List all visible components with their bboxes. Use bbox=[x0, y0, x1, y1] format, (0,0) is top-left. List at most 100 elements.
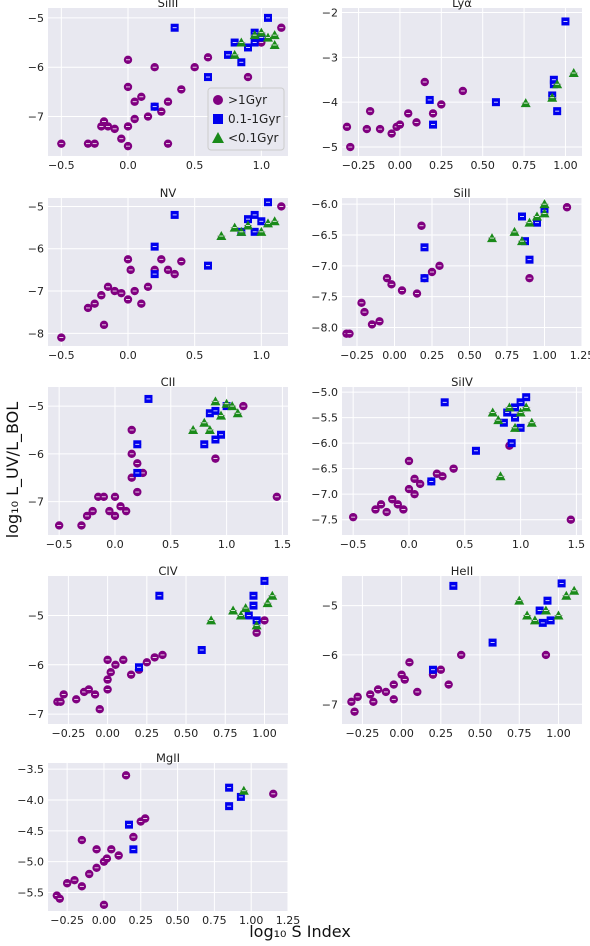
data-point-triangle bbox=[504, 402, 515, 412]
x-tick-label: 0.50 bbox=[470, 159, 495, 172]
panel-mgii: MgII −0.25 0.00 0.25 0.50 0.75 1.00 1.25 −5.5 −5.… bbox=[17, 751, 300, 927]
x-tick-label: −0.25 bbox=[50, 914, 84, 927]
data-point-triangle bbox=[569, 585, 580, 595]
x-tick-label: 0.00 bbox=[95, 727, 120, 740]
y-tick-label: −5.5 bbox=[311, 412, 338, 425]
y-tick-label: −6 bbox=[322, 649, 338, 662]
y-tick-label: −5 bbox=[28, 609, 44, 622]
panel-title: CIV bbox=[158, 564, 177, 578]
data-point-triangle bbox=[553, 610, 564, 620]
y-tick-label: −6.0 bbox=[311, 437, 338, 450]
x-tick-label: 1.25 bbox=[570, 349, 590, 362]
x-tick-label: −0.5 bbox=[48, 349, 75, 362]
panel-title: SiIV bbox=[451, 375, 473, 389]
x-tick-label: 0.25 bbox=[429, 727, 454, 740]
x-axis-label: log₁₀ S Index bbox=[249, 922, 351, 941]
panel-cii: CII −0.5 0.0 0.5 1.0 1.5 −7 −6 −5 bbox=[28, 375, 291, 551]
panel-title: Lyα bbox=[452, 0, 472, 10]
x-tick-label: 0.0 bbox=[119, 159, 137, 172]
y-tick-label: −6 bbox=[28, 448, 44, 461]
data-point-triangle bbox=[235, 610, 246, 620]
data-point-triangle bbox=[227, 401, 238, 411]
y-tick-label: −3.5 bbox=[17, 763, 44, 776]
data-point-triangle bbox=[539, 208, 550, 218]
x-tick-label: 1.25 bbox=[276, 914, 301, 927]
plot-area bbox=[48, 576, 288, 724]
x-tick-label: −0.25 bbox=[340, 349, 374, 362]
y-tick-label: −7.0 bbox=[311, 260, 338, 273]
panel-title: NV bbox=[160, 186, 177, 200]
x-tick-label: −0.25 bbox=[52, 727, 86, 740]
y-tick-label: −7 bbox=[28, 285, 44, 298]
y-tick-label: −7.5 bbox=[311, 514, 338, 527]
y-tick-label: −5 bbox=[322, 141, 338, 154]
y-tick-label: −5 bbox=[28, 400, 44, 413]
x-tick-label: 0.75 bbox=[512, 159, 537, 172]
data-point-triangle bbox=[210, 396, 221, 406]
x-tick-label: 0.50 bbox=[468, 727, 493, 740]
x-tick-label: 0.00 bbox=[92, 914, 117, 927]
x-tick-label: 1.00 bbox=[239, 914, 264, 927]
data-point-triangle bbox=[539, 199, 550, 209]
legend-marker-square bbox=[213, 114, 223, 124]
data-point-triangle bbox=[487, 407, 498, 417]
data-point-triangle bbox=[216, 231, 227, 241]
y-tick-label: −4.0 bbox=[17, 794, 44, 807]
data-point-triangle bbox=[229, 222, 240, 232]
x-tick-label: 0.00 bbox=[388, 159, 413, 172]
plot-area bbox=[342, 576, 582, 724]
legend-label: <0.1Gyr bbox=[228, 131, 279, 145]
x-tick-label: 0.50 bbox=[165, 914, 190, 927]
data-point-triangle bbox=[552, 79, 563, 89]
x-tick-label: 0.25 bbox=[429, 159, 454, 172]
data-point-triangle bbox=[517, 236, 527, 246]
data-point-triangle bbox=[263, 32, 273, 42]
data-point-triangle bbox=[221, 398, 232, 408]
x-tick-label: 0.5 bbox=[186, 159, 204, 172]
y-tick-label: −7 bbox=[322, 698, 338, 711]
plot-area bbox=[48, 387, 288, 535]
legend-marker-triangle bbox=[212, 132, 224, 143]
data-point-triangle bbox=[521, 402, 532, 412]
legend-label: >1Gyr bbox=[228, 93, 267, 107]
x-tick-label: 1.00 bbox=[532, 349, 557, 362]
x-tick-label: 0.25 bbox=[420, 349, 445, 362]
data-point-triangle bbox=[509, 226, 520, 236]
y-tick-label: −6.5 bbox=[311, 463, 338, 476]
y-tick-label: −5.5 bbox=[17, 887, 44, 900]
legend-box bbox=[207, 87, 285, 151]
panel-civ: CIV −0.25 0.00 0.25 0.50 0.75 1.00 −7 −6 −5 bbox=[28, 564, 288, 740]
y-tick-label: −7.0 bbox=[311, 488, 338, 501]
x-tick-label: 0.50 bbox=[457, 349, 482, 362]
legend-marker-circle bbox=[213, 95, 223, 105]
plot-area bbox=[342, 8, 582, 156]
data-point-triangle bbox=[269, 216, 280, 226]
data-point-triangle bbox=[256, 27, 267, 37]
panel-title: SiII bbox=[453, 186, 470, 200]
data-point-triangle bbox=[540, 605, 551, 615]
data-point-triangle bbox=[269, 40, 280, 49]
y-tick-label: −2 bbox=[322, 6, 338, 19]
x-tick-label: 1.0 bbox=[253, 349, 271, 362]
data-point-triangle bbox=[229, 49, 240, 59]
data-point-triangle bbox=[510, 422, 521, 432]
data-point-triangle bbox=[514, 595, 525, 605]
y-tick-label: −6 bbox=[28, 659, 44, 672]
panel-heii: HeII −0.25 0.00 0.25 0.50 0.75 1.00 −7 −6 −5 bbox=[322, 564, 582, 740]
data-point-triangle bbox=[515, 407, 526, 417]
data-point-triangle bbox=[243, 220, 253, 230]
data-point-triangle bbox=[262, 598, 273, 608]
x-tick-label: 0.50 bbox=[174, 727, 199, 740]
y-tick-label: −5 bbox=[28, 12, 44, 25]
data-point-triangle bbox=[526, 417, 537, 427]
data-point-triangle bbox=[240, 603, 251, 613]
panel-title: SiIII bbox=[158, 0, 179, 10]
x-tick-label: −0.25 bbox=[346, 727, 380, 740]
data-point-triangle bbox=[568, 68, 579, 78]
y-tick-label: −5 bbox=[322, 600, 338, 613]
legend: >1Gyr 0.1-1Gyr <0.1Gyr bbox=[207, 87, 285, 151]
x-tick-label: 1.00 bbox=[553, 159, 578, 172]
x-tick-label: 0.75 bbox=[495, 349, 520, 362]
x-tick-label: −0.5 bbox=[340, 538, 367, 551]
x-tick-label: −0.5 bbox=[48, 159, 75, 172]
